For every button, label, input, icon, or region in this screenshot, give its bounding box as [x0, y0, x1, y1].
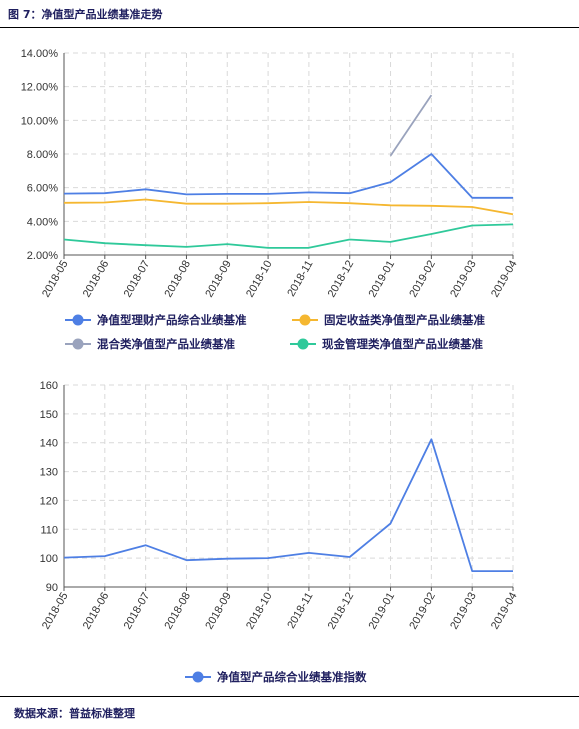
chart-2: 90 100 110 120 130 140 150 160 2018-05 2018-06 201…	[40, 380, 520, 684]
x-tick-label: 2019-02	[407, 259, 438, 300]
x-tick-label: 2019-03	[448, 591, 479, 632]
x-tick-label: 2018-08	[162, 259, 193, 300]
y-tick-label: 100	[40, 553, 58, 565]
legend-swatch-marker	[72, 338, 84, 350]
x-tick-label: 2018-05	[40, 259, 71, 300]
legend-label: 净值型理财产品综合业绩基准	[97, 313, 247, 327]
legend-swatch-marker	[299, 314, 311, 326]
chart-1: 2.00% 4.00% 6.00% 8.00% 10.00% 12.00% 14.00% 20…	[21, 48, 520, 351]
y-tick-label: 90	[46, 582, 58, 594]
x-tick-label: 2018-08	[162, 591, 193, 632]
y-tick-label: 10.00%	[21, 115, 59, 127]
x-tick-label: 2019-04	[489, 259, 520, 300]
x-tick-label: 2018-11	[285, 591, 315, 631]
y-tick-label: 140	[40, 438, 58, 450]
x-tick-label: 2019-01	[367, 259, 398, 300]
legend-swatch-marker	[72, 314, 84, 326]
x-tick-label: 2019-01	[367, 591, 398, 632]
y-tick-label: 12.00%	[21, 82, 59, 94]
y-tick-label: 2.00%	[27, 250, 58, 262]
series-line	[63, 198, 514, 216]
y-tick-label: 160	[40, 380, 58, 392]
y-tick-label: 130	[40, 467, 58, 479]
y-tick-label: 4.00%	[27, 216, 58, 228]
figure-title: 图 7：净值型产品业绩基准走势	[8, 8, 163, 21]
x-tick-label: 2018-06	[81, 591, 112, 632]
x-tick-label: 2018-07	[122, 591, 153, 632]
x-tick-label: 2018-12	[326, 591, 357, 632]
x-tick-label: 2019-04	[489, 591, 520, 632]
series-line	[389, 94, 433, 157]
x-tick-label: 2018-06	[81, 259, 112, 300]
x-tick-label: 2018-07	[122, 259, 153, 300]
legend-label: 净值型产品综合业绩基准指数	[217, 670, 367, 684]
x-tick-label: 2018-09	[203, 259, 234, 300]
legend-label: 混合类净值型产品业绩基准	[97, 337, 235, 351]
x-tick-label: 2019-03	[448, 259, 479, 300]
y-tick-label: 6.00%	[27, 183, 58, 195]
source-note: 数据来源：普益标准整理	[14, 707, 135, 720]
series-line	[63, 223, 514, 249]
x-tick-label: 2018-11	[285, 259, 315, 299]
y-tick-label: 150	[40, 409, 58, 421]
x-tick-label: 2018-10	[244, 591, 275, 632]
top-rule	[0, 27, 579, 28]
x-tick-label: 2018-05	[40, 591, 71, 632]
legend-swatch-marker	[297, 338, 309, 350]
y-tick-label: 110	[40, 524, 58, 536]
series-line	[63, 438, 513, 572]
y-tick-label: 14.00%	[21, 48, 59, 60]
x-tick-label: 2018-10	[244, 259, 275, 300]
bottom-rule	[0, 696, 579, 697]
x-tick-label: 2019-02	[407, 591, 438, 632]
legend-swatch-marker	[192, 671, 204, 683]
series-line	[63, 153, 513, 199]
y-tick-label: 8.00%	[27, 149, 58, 161]
y-tick-label: 120	[40, 495, 58, 507]
x-tick-label: 2018-12	[326, 259, 357, 300]
legend-label: 现金管理类净值型产品业绩基准	[322, 337, 483, 351]
legend-label: 固定收益类净值型产品业绩基准	[324, 313, 485, 327]
x-tick-label: 2018-09	[203, 591, 234, 632]
